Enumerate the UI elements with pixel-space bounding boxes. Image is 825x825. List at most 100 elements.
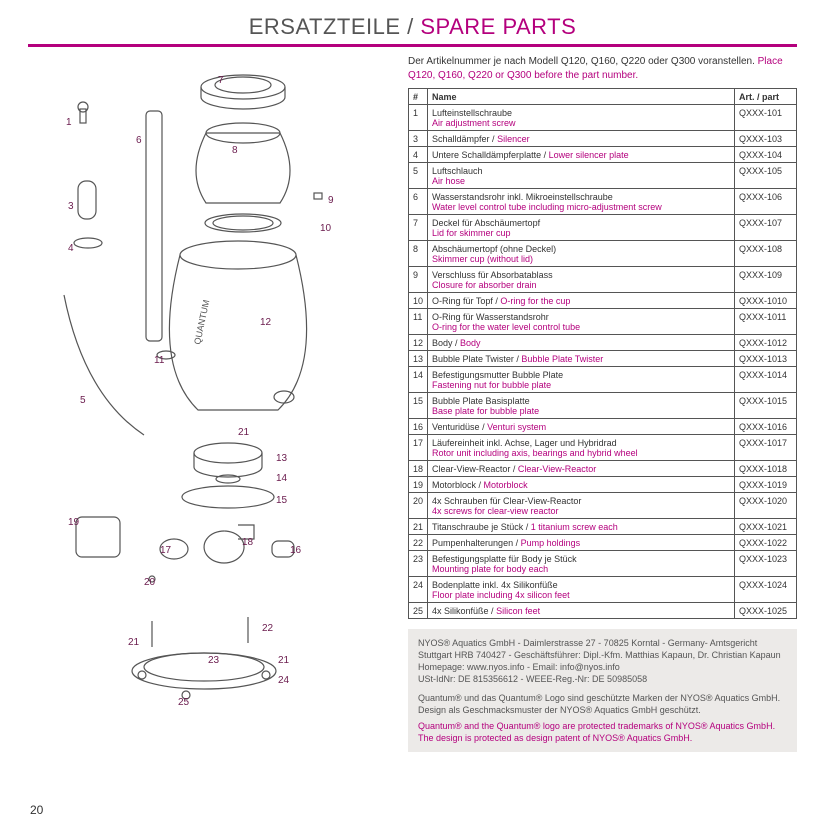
row-part: QXXX-1024 (735, 577, 797, 603)
imprint-box: NYOS® Aquatics GmbH - Daimlerstrasse 27 … (408, 629, 797, 752)
title-underline (28, 44, 797, 47)
callout-number: 5 (80, 395, 86, 406)
table-row: 23Befestigungsplatte für Body je StückMo… (409, 551, 797, 577)
row-num: 10 (409, 293, 428, 309)
parts-table: # Name Art. / part 1Lufteinstellschraube… (408, 88, 797, 619)
page-title: ERSATZTEILE / SPARE PARTS (28, 14, 797, 40)
callout-number: 23 (208, 655, 219, 666)
table-row: 22Pumpenhalterungen / Pump holdingsQXXX-… (409, 535, 797, 551)
row-part: QXXX-107 (735, 215, 797, 241)
callout-number: 21 (278, 655, 289, 666)
callout-number: 9 (328, 195, 334, 206)
row-part: QXXX-1012 (735, 335, 797, 351)
table-row: 24Bodenplatte inkl. 4x SilikonfüßeFloor … (409, 577, 797, 603)
table-row: 14Befestigungsmutter Bubble PlateFasteni… (409, 367, 797, 393)
table-row: 7Deckel für AbschäumertopfLid for skimme… (409, 215, 797, 241)
row-part: QXXX-1023 (735, 551, 797, 577)
row-part: QXXX-1016 (735, 419, 797, 435)
table-row: 16Venturidüse / Venturi systemQXXX-1016 (409, 419, 797, 435)
callout-number: 8 (232, 145, 238, 156)
table-row: 1LufteinstellschraubeAir adjustment scre… (409, 105, 797, 131)
row-num: 16 (409, 419, 428, 435)
title-sep: / (401, 14, 421, 39)
row-num: 23 (409, 551, 428, 577)
row-part: QXXX-1017 (735, 435, 797, 461)
row-name: Motorblock / Motorblock (428, 477, 735, 493)
row-part: QXXX-108 (735, 241, 797, 267)
row-part: QXXX-1010 (735, 293, 797, 309)
row-num: 25 (409, 603, 428, 619)
row-num: 9 (409, 267, 428, 293)
row-part: QXXX-1025 (735, 603, 797, 619)
callout-number: 19 (68, 517, 79, 528)
row-name: LufteinstellschraubeAir adjustment screw (428, 105, 735, 131)
row-name: Body / Body (428, 335, 735, 351)
table-row: 21Titanschraube je Stück / 1 titanium sc… (409, 519, 797, 535)
page-number: 20 (30, 803, 43, 817)
callout-number: 1 (66, 117, 72, 128)
callout-number: 7 (218, 75, 224, 86)
callout-number: 13 (276, 453, 287, 464)
title-en: SPARE PARTS (420, 14, 576, 39)
callout-number: 18 (242, 537, 253, 548)
callout-number: 21 (238, 427, 249, 438)
row-name: Befestigungsmutter Bubble PlateFastening… (428, 367, 735, 393)
col-num: # (409, 89, 428, 105)
row-name: Titanschraube je Stück / 1 titanium scre… (428, 519, 735, 535)
row-name: 4x Silikonfüße / Silicon feet (428, 603, 735, 619)
table-row: 9Verschluss für AbsorbatablassClosure fo… (409, 267, 797, 293)
table-row: 12Body / BodyQXXX-1012 (409, 335, 797, 351)
row-num: 3 (409, 131, 428, 147)
callout-number: 4 (68, 243, 74, 254)
callout-number: 6 (136, 135, 142, 146)
callout-number: 20 (144, 577, 155, 588)
row-name: Verschluss für AbsorbatablassClosure for… (428, 267, 735, 293)
row-part: QXXX-101 (735, 105, 797, 131)
row-name: O-Ring für Topf / O-ring for the cup (428, 293, 735, 309)
intro-de: Der Artikelnummer je nach Modell Q120, Q… (408, 56, 755, 67)
row-num: 14 (409, 367, 428, 393)
col-name: Name (428, 89, 735, 105)
row-part: QXXX-103 (735, 131, 797, 147)
exploded-diagram: QUANTUM 13456789101112131415161718192021… (28, 55, 398, 715)
row-num: 8 (409, 241, 428, 267)
callout-number: 11 (154, 355, 164, 366)
callout-number: 22 (262, 623, 273, 634)
row-num: 18 (409, 461, 428, 477)
table-row: 17Läufereinheit inkl. Achse, Lager und H… (409, 435, 797, 461)
callout-number: 15 (276, 495, 287, 506)
row-num: 4 (409, 147, 428, 163)
table-row: 8Abschäumertopf (ohne Deckel)Skimmer cup… (409, 241, 797, 267)
row-part: QXXX-1011 (735, 309, 797, 335)
table-row: 15Bubble Plate BasisplatteBase plate for… (409, 393, 797, 419)
row-part: QXXX-1019 (735, 477, 797, 493)
row-part: QXXX-1013 (735, 351, 797, 367)
row-name: Untere Schalldämpferplatte / Lower silen… (428, 147, 735, 163)
row-part: QXXX-1018 (735, 461, 797, 477)
table-row: 6Wasserstandsrohr inkl. Mikroeinstellsch… (409, 189, 797, 215)
row-num: 7 (409, 215, 428, 241)
row-name: Abschäumertopf (ohne Deckel)Skimmer cup … (428, 241, 735, 267)
table-row: 19Motorblock / MotorblockQXXX-1019 (409, 477, 797, 493)
callout-number: 14 (276, 473, 287, 484)
row-num: 6 (409, 189, 428, 215)
callout-number: 24 (278, 675, 289, 686)
table-row: 204x Schrauben für Clear-View-Reactor4x … (409, 493, 797, 519)
row-part: QXXX-104 (735, 147, 797, 163)
imprint-l1: NYOS® Aquatics GmbH - Daimlerstrasse 27 … (418, 637, 787, 661)
imprint-l2: Homepage: www.nyos.info - Email: info@ny… (418, 661, 787, 673)
row-name: Bubble Plate Twister / Bubble Plate Twis… (428, 351, 735, 367)
row-num: 11 (409, 309, 428, 335)
row-name: LuftschlauchAir hose (428, 163, 735, 189)
row-part: QXXX-1021 (735, 519, 797, 535)
row-name: 4x Schrauben für Clear-View-Reactor4x sc… (428, 493, 735, 519)
row-part: QXXX-1020 (735, 493, 797, 519)
table-row: 4Untere Schalldämpferplatte / Lower sile… (409, 147, 797, 163)
row-num: 5 (409, 163, 428, 189)
callout-number: 17 (160, 545, 171, 556)
table-row: 10O-Ring für Topf / O-ring for the cupQX… (409, 293, 797, 309)
row-part: QXXX-105 (735, 163, 797, 189)
imprint-l5: Quantum® and the Quantum® logo are prote… (418, 720, 787, 744)
row-num: 12 (409, 335, 428, 351)
callout-number: 3 (68, 201, 74, 212)
